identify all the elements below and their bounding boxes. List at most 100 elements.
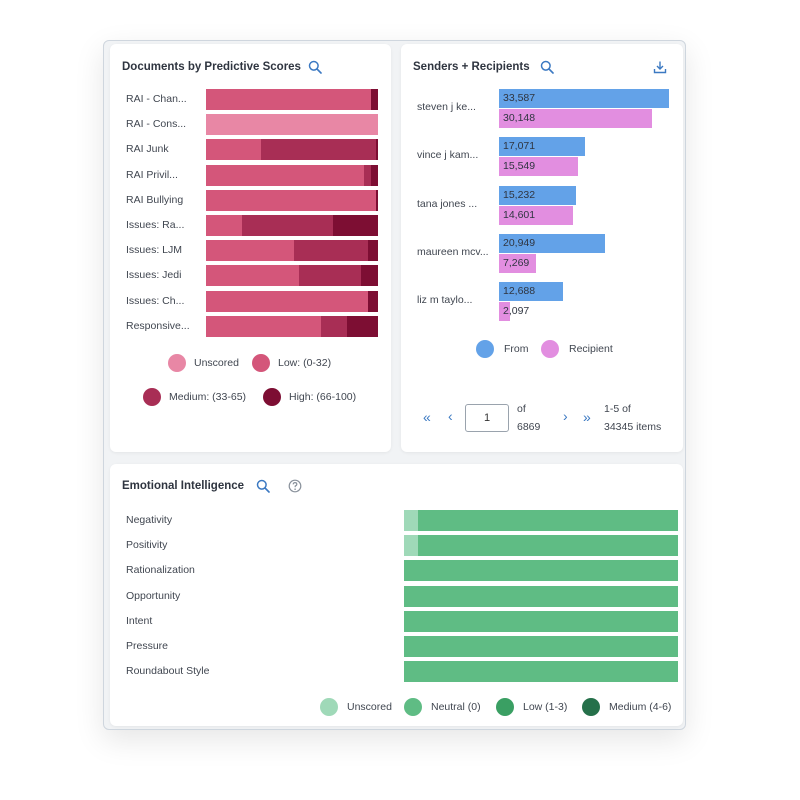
legend-from[interactable]: From bbox=[476, 340, 529, 358]
score-bar-row[interactable] bbox=[206, 164, 378, 186]
emotion-bar-row[interactable] bbox=[404, 510, 678, 531]
score-segment-low-0-32[interactable] bbox=[206, 315, 322, 337]
sender-bar-from[interactable] bbox=[499, 89, 669, 108]
legend-swatch bbox=[476, 340, 494, 358]
sender-bar-from[interactable] bbox=[499, 137, 586, 157]
search-icon[interactable] bbox=[540, 60, 554, 74]
sender-bar-recipient[interactable] bbox=[499, 109, 652, 128]
score-segment-low-0-32[interactable] bbox=[206, 290, 368, 312]
score-segment-low-0-32[interactable] bbox=[206, 189, 377, 211]
emotion-segment-neutral-0[interactable] bbox=[404, 661, 678, 683]
score-bar-row[interactable] bbox=[206, 290, 378, 312]
emotion-segment-neutral-0[interactable] bbox=[417, 535, 678, 557]
emotion-bar-row[interactable] bbox=[404, 661, 678, 683]
sender-bar-from[interactable] bbox=[499, 282, 564, 302]
search-icon[interactable] bbox=[308, 60, 322, 74]
score-segment-medium-33-65[interactable] bbox=[364, 164, 372, 186]
emotion-segment-neutral-0[interactable] bbox=[404, 636, 678, 657]
download-icon[interactable] bbox=[653, 60, 667, 74]
legend-recipient[interactable]: Recipient bbox=[541, 340, 613, 358]
next-page-button[interactable]: › bbox=[563, 408, 568, 424]
legend-low-1-3[interactable]: Low (1-3) bbox=[496, 698, 567, 716]
sender-bar-from[interactable] bbox=[499, 233, 605, 253]
score-segment-low-0-32[interactable] bbox=[206, 164, 365, 186]
emotion-category-label: Opportunity bbox=[126, 589, 181, 602]
legend-swatch bbox=[252, 354, 270, 372]
score-bar-row[interactable] bbox=[206, 189, 378, 211]
score-category-label: RAI Privil... bbox=[126, 168, 178, 181]
emotion-segment-neutral-0[interactable] bbox=[404, 610, 678, 632]
score-bar-row[interactable] bbox=[206, 215, 378, 236]
score-segment-medium-33-65[interactable] bbox=[321, 315, 348, 337]
score-segment-medium-33-65[interactable] bbox=[298, 265, 361, 287]
emotion-bar-row[interactable] bbox=[404, 560, 678, 582]
score-segment-high-66-100[interactable] bbox=[367, 240, 378, 262]
emotion-bar-row[interactable] bbox=[404, 610, 678, 632]
score-segment-high-66-100[interactable] bbox=[367, 290, 378, 312]
emotion-segment-neutral-0[interactable] bbox=[417, 510, 678, 531]
score-segment-low-0-32[interactable] bbox=[206, 240, 294, 262]
sender-bar-recipient[interactable] bbox=[499, 157, 578, 177]
score-segment-high-66-100[interactable] bbox=[333, 215, 378, 236]
score-segment-low-0-32[interactable] bbox=[206, 215, 243, 236]
legend-low-0-32[interactable]: Low: (0-32) bbox=[252, 354, 331, 372]
score-segment-medium-33-65[interactable] bbox=[293, 240, 368, 262]
emotion-segment-neutral-0[interactable] bbox=[404, 560, 678, 582]
emotion-bar-row[interactable] bbox=[404, 585, 678, 607]
score-bar-row[interactable] bbox=[206, 315, 378, 337]
score-segment-high-66-100[interactable] bbox=[347, 315, 378, 337]
score-segment-high-66-100[interactable] bbox=[360, 265, 378, 287]
legend-label: Medium (4-6) bbox=[609, 701, 672, 713]
legend-medium-4-6[interactable]: Medium (4-6) bbox=[582, 698, 671, 716]
search-icon[interactable] bbox=[256, 479, 270, 493]
sender-bar-recipient[interactable] bbox=[499, 302, 510, 322]
emotion-category-label: Negativity bbox=[126, 514, 173, 526]
emotional-intelligence-card: Emotional Intelligence Negativity Positiv… bbox=[110, 464, 683, 726]
sender-bar-value: 17,071 bbox=[503, 140, 536, 153]
score-segment-medium-33-65[interactable] bbox=[242, 215, 334, 236]
sender-bar-recipient[interactable] bbox=[499, 205, 573, 225]
legend-unscored[interactable]: Unscored bbox=[320, 698, 392, 716]
score-segment-medium-33-65[interactable] bbox=[261, 139, 377, 161]
emotion-segment-unscored[interactable] bbox=[404, 535, 418, 557]
sender-name-label: tana jones ... bbox=[417, 197, 478, 210]
score-segment-low-0-32[interactable] bbox=[206, 89, 372, 110]
sender-bar-from[interactable] bbox=[499, 185, 577, 205]
score-bar-row[interactable] bbox=[206, 240, 378, 262]
score-bar-row[interactable] bbox=[206, 139, 378, 161]
score-bar-row[interactable] bbox=[206, 265, 378, 287]
help-icon[interactable] bbox=[288, 479, 302, 493]
score-segment-high-66-100[interactable] bbox=[376, 189, 378, 211]
score-segment-unscored[interactable] bbox=[206, 114, 378, 136]
score-bar-row[interactable] bbox=[206, 114, 378, 136]
score-bar-row[interactable] bbox=[206, 89, 378, 110]
prev-page-button[interactable]: ‹ bbox=[448, 408, 453, 424]
score-category-label: RAI Bullying bbox=[126, 193, 184, 206]
legend-swatch bbox=[263, 388, 281, 406]
emotion-segment-neutral-0[interactable] bbox=[404, 585, 678, 607]
dashboard-frame: Documents by Predictive Scores RAI - Cha… bbox=[103, 40, 686, 730]
page-number-input[interactable] bbox=[465, 404, 509, 432]
legend-label: From bbox=[504, 343, 529, 355]
legend-medium-33-65[interactable]: Medium: (33-65) bbox=[143, 388, 246, 406]
score-segment-low-0-32[interactable] bbox=[206, 265, 299, 287]
emotion-bar-row[interactable] bbox=[404, 636, 678, 657]
first-page-button[interactable]: « bbox=[423, 409, 431, 425]
sender-bar-value: 15,232 bbox=[503, 188, 536, 201]
legend-neutral-0[interactable]: Neutral (0) bbox=[404, 698, 481, 716]
sender-bar-recipient[interactable] bbox=[499, 253, 536, 273]
legend-label: Unscored bbox=[347, 701, 392, 713]
sender-bar-value: 20,949 bbox=[503, 236, 536, 249]
sender-bar-value: 14,601 bbox=[503, 208, 536, 221]
score-segment-high-66-100[interactable] bbox=[371, 89, 378, 110]
legend-label: Unscored bbox=[194, 357, 239, 369]
score-segment-high-66-100[interactable] bbox=[371, 164, 378, 186]
legend-label: High: (66-100) bbox=[289, 391, 357, 403]
legend-unscored[interactable]: Unscored bbox=[168, 354, 239, 372]
last-page-button[interactable]: » bbox=[583, 409, 591, 425]
score-segment-low-0-32[interactable] bbox=[206, 139, 262, 161]
emotion-segment-unscored[interactable] bbox=[404, 510, 418, 531]
score-segment-high-66-100[interactable] bbox=[376, 139, 378, 161]
emotion-bar-row[interactable] bbox=[404, 535, 678, 557]
legend-high-66-100[interactable]: High: (66-100) bbox=[263, 388, 356, 406]
